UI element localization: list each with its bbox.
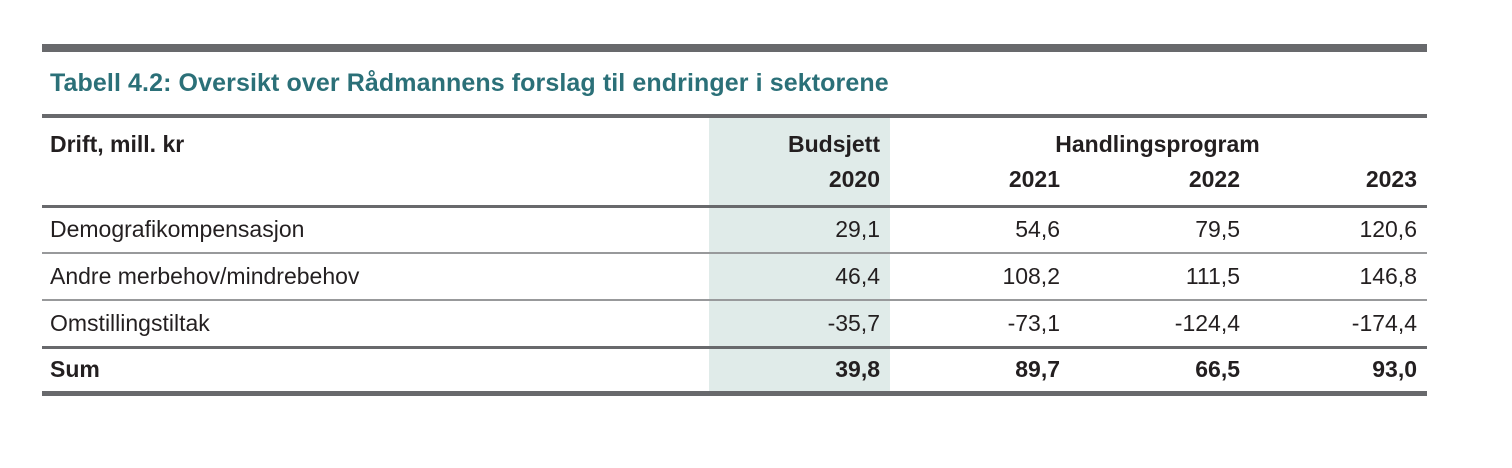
- cell-2021: -73,1: [1007, 309, 1060, 336]
- column-header-year-2022: 2022: [1188, 166, 1240, 192]
- table-body: Demografikompensasjon 29,1 54,6 79,5 120…: [42, 206, 1427, 393]
- sum-2021: 89,7: [1015, 356, 1060, 382]
- column-header-budsjett: Budsjett: [709, 116, 890, 162]
- table-row: Andre merbehov/mindrebehov 46,4 108,2 11…: [42, 253, 1427, 300]
- table-title: Tabell 4.2: Oversikt over Rådmannens for…: [50, 69, 889, 97]
- cell-2022: 79,5: [1195, 216, 1240, 243]
- table-sum-row: Sum 39,8 89,7 66,5 93,0: [42, 347, 1427, 393]
- row-label: Demografikompensasjon: [50, 216, 305, 243]
- row-label: Omstillingstiltak: [50, 309, 210, 336]
- sum-2022: 66,5: [1195, 356, 1240, 382]
- cell-budsjett-2020: -35,7: [709, 300, 890, 347]
- document-page: Tabell 4.2: Oversikt over Rådmannens for…: [42, 0, 1427, 396]
- cell-2023: -174,4: [1351, 309, 1417, 336]
- sum-label: Sum: [50, 356, 100, 382]
- column-header-year-2020: 2020: [709, 162, 890, 206]
- column-header-year-2021: 2021: [1008, 166, 1060, 192]
- sum-2023: 93,0: [1372, 356, 1417, 382]
- sum-budsjett-2020: 39,8: [709, 347, 890, 393]
- cell-2023: 120,6: [1359, 216, 1417, 243]
- table-header: Drift, mill. kr Budsjett Handlingsprogra…: [42, 116, 1427, 206]
- top-divider-rule: [42, 44, 1427, 52]
- cell-2022: -124,4: [1174, 309, 1240, 336]
- budget-table: Drift, mill. kr Budsjett Handlingsprogra…: [42, 114, 1427, 396]
- cell-budsjett-2020: 29,1: [709, 206, 890, 253]
- row-label: Andre merbehov/mindrebehov: [50, 263, 360, 289]
- column-header-drift: Drift, mill. kr: [50, 131, 185, 157]
- cell-2021: 108,2: [1002, 263, 1060, 289]
- column-header-year-2023: 2023: [1365, 166, 1417, 192]
- cell-2023: 146,8: [1359, 263, 1417, 289]
- header-year-row: 2020 2021 2022 2023: [42, 162, 1427, 206]
- cell-2022: 111,5: [1185, 263, 1240, 289]
- column-header-handlingsprogram: Handlingsprogram: [1055, 131, 1260, 157]
- cell-2021: 54,6: [1015, 216, 1060, 243]
- header-spacer-cell: [42, 162, 709, 206]
- header-group-row: Drift, mill. kr Budsjett Handlingsprogra…: [42, 116, 1427, 162]
- table-row: Omstillingstiltak -35,7 -73,1 -124,4 -17…: [42, 300, 1427, 347]
- table-row: Demografikompensasjon 29,1 54,6 79,5 120…: [42, 206, 1427, 253]
- cell-budsjett-2020: 46,4: [709, 253, 890, 300]
